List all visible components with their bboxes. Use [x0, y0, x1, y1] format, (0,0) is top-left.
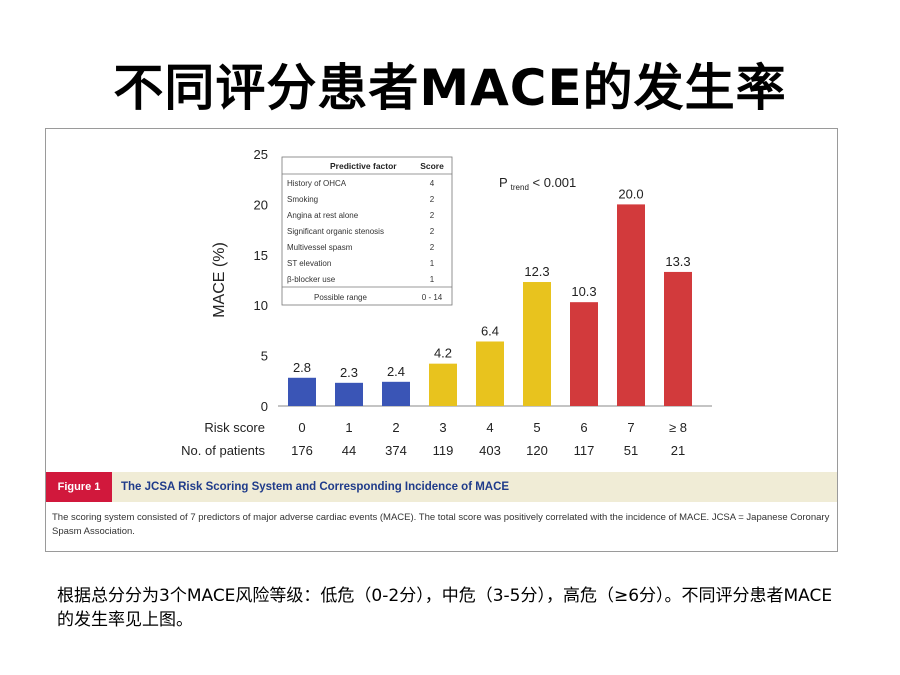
bar-score-8 [664, 271, 692, 406]
table-footer-range: 0 - 14 [422, 293, 443, 302]
figure-title: The JCSA Risk Scoring System and Corresp… [121, 481, 510, 493]
table-score: 2 [430, 227, 435, 236]
patient-count: 21 [671, 443, 685, 458]
table-factor: Smoking [287, 195, 318, 204]
table-score: 2 [430, 243, 435, 252]
bar-score-1 [335, 382, 363, 406]
table-factor: ST elevation [287, 259, 331, 268]
bar-value-label: 4.2 [434, 346, 452, 361]
bar-value-label: 2.8 [293, 360, 311, 375]
bar-score-6 [570, 302, 598, 406]
table-frame [281, 156, 453, 306]
risk-score-row-label: Risk score [204, 420, 265, 435]
x-tick-label: 3 [439, 420, 446, 435]
slide-title: 不同评分患者MACE的发生率 [113, 59, 787, 117]
x-tick-label: 2 [392, 420, 399, 435]
table-factor: Significant organic stenosis [287, 227, 384, 236]
table-score: 1 [430, 259, 435, 268]
x-tick-label: 7 [627, 420, 634, 435]
table-factor: Multivessel spasm [287, 243, 353, 252]
patient-count: 120 [526, 443, 548, 458]
table-header-factor: Predictive factor [330, 161, 397, 171]
table-header-score: Score [420, 161, 444, 171]
bar-value-label: 13.3 [665, 254, 690, 269]
x-tick-label: 4 [486, 420, 493, 435]
patients-row-label: No. of patients [181, 443, 265, 458]
bar-score-4 [476, 341, 504, 406]
table-score: 2 [430, 211, 435, 220]
bar-value-label: 2.4 [387, 364, 405, 379]
table-factor: Angina at rest alone [287, 211, 359, 220]
bar-score-5 [523, 282, 551, 406]
y-tick-label: 15 [254, 248, 268, 263]
table-score: 4 [430, 179, 435, 188]
bar-value-label: 6.4 [481, 323, 499, 338]
y-tick-label: 5 [261, 349, 268, 364]
patient-count: 44 [342, 443, 356, 458]
patient-count: 119 [433, 443, 454, 458]
figure-panel: 0 5 10 15 20 25 MACE (%) 2.8 2.3 2.4 4.2 6.4 12.3 10… [45, 128, 838, 552]
table-score: 1 [430, 275, 435, 284]
bar-score-3 [429, 363, 457, 406]
x-tick-label: 1 [345, 420, 352, 435]
category-rows: Risk score No. of patients 0 176 1 44 2 374 3 119… [181, 420, 687, 458]
bar-value-label: 10.3 [571, 284, 596, 299]
bar-score-7 [617, 204, 645, 406]
table-factor: History of OHCA [287, 179, 347, 188]
predictor-table: Predictive factor Score History of OHCA 4 Sm… [281, 156, 453, 306]
patient-count: 374 [385, 443, 407, 458]
patient-count: 403 [479, 443, 501, 458]
bar-value-label: 2.3 [340, 365, 358, 380]
bars: 2.8 2.3 2.4 4.2 6.4 12.3 10.3 20.0 13.3 [288, 186, 692, 406]
table-factor: β-blocker use [287, 275, 336, 284]
y-tick-label: 25 [254, 147, 268, 162]
bar-value-label: 20.0 [618, 186, 643, 201]
slide-note: 根据总分分为3个MACE风险等级：低危（0-2分），中危（3-5分），高危（≥6… [57, 586, 833, 630]
patient-count: 176 [291, 443, 313, 458]
figure-label: Figure 1 [46, 472, 112, 502]
bar-score-2 [382, 381, 410, 406]
patient-count: 51 [624, 443, 638, 458]
x-tick-label: 0 [298, 420, 305, 435]
figure-caption-bar: Figure 1 The JCSA Risk Scoring System an… [46, 472, 837, 502]
y-axis-label: MACE (%) [211, 242, 228, 318]
bar-value-label: 12.3 [524, 264, 549, 279]
figure-caption: The scoring system consisted of 7 predic… [52, 512, 830, 537]
y-tick-label: 10 [254, 298, 268, 313]
table-score: 2 [430, 195, 435, 204]
y-tick-label: 0 [261, 399, 268, 414]
x-tick-label: 5 [533, 420, 540, 435]
table-footer-label: Possible range [314, 293, 367, 302]
patient-count: 117 [574, 443, 595, 458]
y-tick-label: 20 [254, 197, 268, 212]
bar-score-0 [288, 377, 316, 406]
x-tick-label: 6 [580, 420, 587, 435]
x-tick-label: ≥ 8 [669, 420, 687, 435]
